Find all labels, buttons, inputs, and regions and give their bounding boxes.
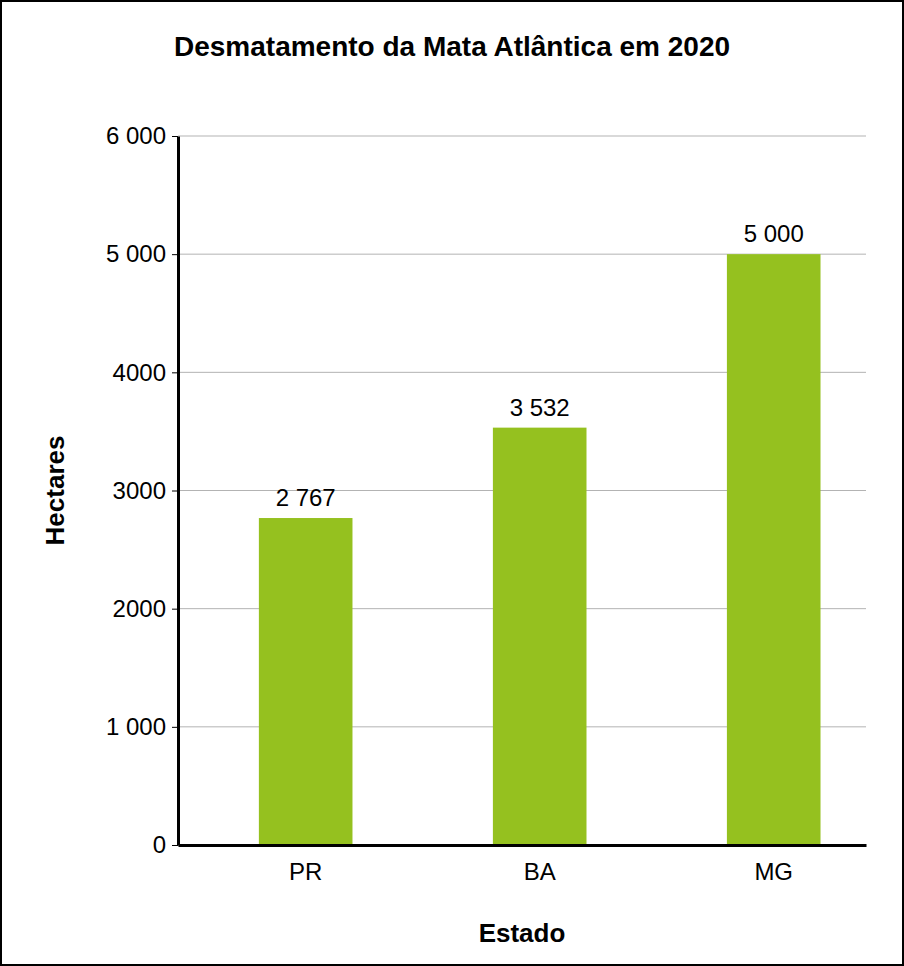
y-tick-mark (172, 372, 178, 373)
y-tick-label: 5 000 (106, 240, 166, 267)
bar (259, 518, 353, 845)
y-tick-mark (172, 254, 178, 255)
y-tick: 1 000 (106, 713, 178, 740)
y-tick-mark (172, 491, 178, 492)
x-tick-label: MG (754, 858, 793, 885)
y-tick-label: 4000 (113, 359, 166, 386)
x-axis-title: Estado (479, 918, 566, 948)
y-tick: 5 000 (106, 240, 178, 267)
bar (727, 254, 821, 845)
data-labels: 2 767 3 532 5 000 (276, 220, 804, 511)
y-tick-mark (172, 845, 178, 846)
y-tick: 2000 (113, 595, 178, 622)
y-tick-mark (172, 609, 178, 610)
title: Desmatamento da Mata Atlântica em 2020 (174, 31, 730, 62)
y-tick-label: 2000 (113, 595, 166, 622)
y-tick: 6 000 (106, 122, 178, 149)
y-tick: 4000 (113, 359, 178, 386)
data-label: 3 532 (510, 394, 570, 421)
grid-line (178, 136, 866, 137)
x-tick-label: BA (524, 858, 556, 885)
y-tick-label: 0 (153, 831, 166, 858)
x-axis-line (179, 844, 867, 847)
chart: 2 767 3 532 5 000 0 1 000 2000 3000 4000 5 000 6 … (0, 0, 904, 966)
x-axis: PR BA MG (179, 846, 867, 886)
y-tick-label: 1 000 (106, 713, 166, 740)
frame (1, 1, 903, 965)
x-tick: BA (524, 858, 556, 885)
bar (493, 428, 587, 845)
y-tick-mark (172, 727, 178, 728)
x-tick: MG (754, 858, 793, 885)
data-label: 5 000 (744, 220, 804, 247)
y-tick-label: 3000 (113, 477, 166, 504)
y-tick-mark (172, 136, 178, 137)
data-label: 2 767 (276, 484, 336, 511)
y-tick-label: 6 000 (106, 122, 166, 149)
y-axis-title: Hectares (40, 436, 70, 546)
y-tick: 0 (153, 831, 178, 858)
grid (178, 136, 866, 845)
x-tick: PR (289, 858, 322, 885)
grid-line (178, 845, 866, 846)
y-axis: 0 1 000 2000 3000 4000 5 000 6 000 (106, 122, 179, 858)
bars (259, 254, 821, 845)
y-tick: 3000 (113, 477, 178, 504)
x-tick-label: PR (289, 858, 322, 885)
